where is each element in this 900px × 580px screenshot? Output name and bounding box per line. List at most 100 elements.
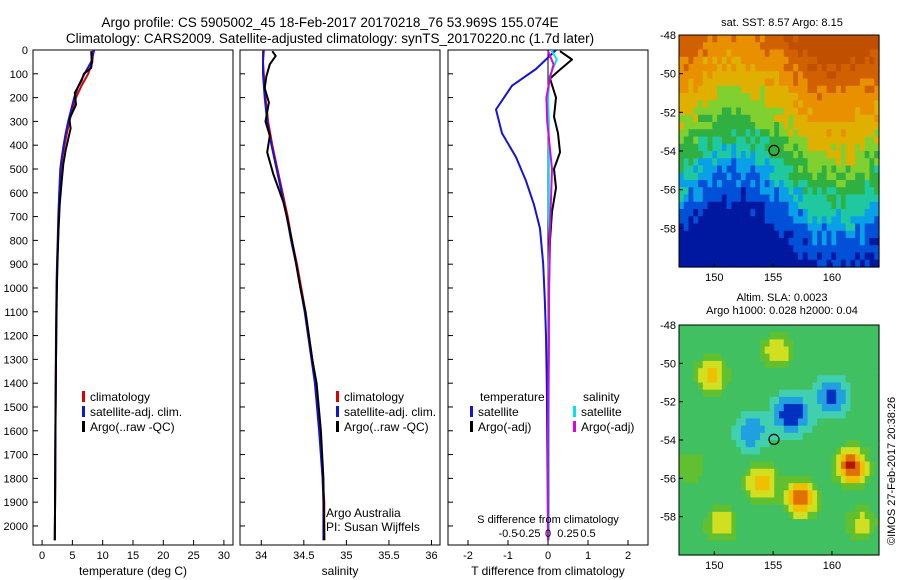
map-cell [731,468,737,477]
map-cell [807,483,813,491]
sal-legend-label: satellite-adj. clim. [344,405,436,419]
map-cell [817,114,823,123]
map-cell [750,339,756,348]
map-cell [831,461,837,470]
map-cell [779,259,785,268]
map-cell [788,252,794,261]
map-cell [874,245,880,254]
map-cell [759,209,766,217]
map-cell [698,245,704,254]
map-cell [759,404,766,412]
map-cell [864,475,871,484]
map-cell [755,56,761,65]
map-cell [736,325,742,333]
map-cell [764,540,771,549]
map-cell [812,526,818,535]
map-cell [859,85,866,94]
map-cell [774,114,780,123]
map-cell [807,158,813,167]
map-cell [679,107,685,116]
map-cell [798,346,804,355]
map-cell [707,165,713,174]
map-cell [836,114,842,123]
map-cell [793,411,799,420]
map-cell [774,411,780,420]
map-cell [798,93,804,101]
map-cell [712,114,718,123]
map-cell [864,468,871,477]
map-cell [793,360,799,369]
map-cell [759,49,766,58]
x-tick-label: 1 [585,550,591,562]
map-cell [712,519,718,527]
map-cell [774,483,780,491]
map-cell [702,475,709,484]
map-cell [679,483,685,491]
map-cell [788,425,794,434]
map-cell [845,230,852,239]
diff-legend-sal-head: salinity [583,390,620,404]
map-cell [693,114,699,123]
map-cell [859,375,866,384]
map-cell [859,114,866,123]
map-cell [683,332,690,340]
map-cell [869,526,875,535]
map-cell [693,172,699,181]
map-cell [850,540,856,549]
map-cell [864,187,871,196]
map-cell [788,411,794,420]
map-cell [812,143,818,152]
map-cell [826,454,832,463]
map-cell [817,122,823,130]
map-cell [712,64,718,72]
map-cell [683,468,690,477]
map-cell [759,158,766,167]
map-cell [717,78,723,87]
map-cell [869,332,875,340]
map-cell [783,461,790,470]
map-cell [745,151,752,159]
map-cell [802,382,809,391]
map-cell [745,547,752,556]
map-cell [712,259,718,268]
map-cell [683,526,690,535]
map-cell [779,547,785,556]
x-tick-label: 30 [218,550,230,562]
map-cell [779,56,785,65]
depth-tick-label: 200 [10,93,28,105]
map-cell [845,259,852,268]
map-cell [807,56,813,65]
map-cell [821,64,828,72]
map-cell [745,114,752,123]
map-cell [802,418,809,427]
map-cell [845,209,852,217]
map-cell [793,122,799,130]
map-cell [869,223,875,232]
map-cell [693,440,699,448]
map-cell [683,360,690,369]
map-cell [745,497,752,506]
map-cell [693,216,699,225]
map-cell [783,223,790,232]
map-cell [812,136,818,145]
map-cell [679,454,685,463]
map-cell [821,122,828,130]
map-cell [807,440,813,448]
map-cell [755,547,761,556]
map-cell [802,209,809,217]
map-cell [874,346,880,355]
map-cell [688,497,694,506]
map-cell [850,526,856,535]
map-cell [726,93,732,101]
map-cell [717,143,723,152]
map-cell [864,201,871,210]
map-cell [731,122,737,130]
map-cell [698,475,704,484]
map-cell [764,504,771,513]
map-cell [831,425,837,434]
map-cell [769,93,775,101]
map-cell [850,259,856,268]
map-cell [683,368,690,376]
map-cell [698,71,704,80]
map-cell [788,432,794,441]
